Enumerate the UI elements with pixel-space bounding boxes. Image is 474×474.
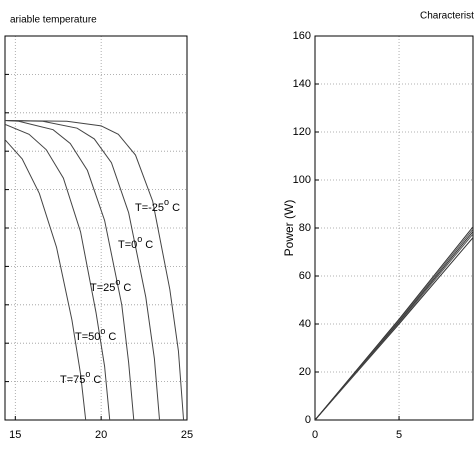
plot-area bbox=[5, 119, 185, 420]
series-line bbox=[5, 119, 161, 420]
annotation: T=25o C bbox=[90, 277, 131, 294]
annotation-text: T=75 bbox=[60, 374, 85, 386]
series-line bbox=[5, 119, 185, 420]
annotation-text: T=0 bbox=[118, 239, 137, 251]
y-tick-label: 20 bbox=[299, 366, 311, 378]
annotation-unit: C bbox=[93, 374, 101, 386]
annotation-degree: o bbox=[137, 234, 142, 244]
annotation: T=75o C bbox=[60, 369, 101, 386]
annotation-degree: o bbox=[100, 326, 105, 336]
x-tick-label: 25 bbox=[181, 429, 193, 441]
y-tick-label: 80 bbox=[299, 222, 311, 234]
annotation-text: T=-25 bbox=[135, 202, 164, 214]
annotation: T=0o C bbox=[118, 234, 153, 251]
chart-title: ariable temperature bbox=[10, 15, 97, 26]
plot-frame bbox=[314, 35, 474, 421]
plot-area bbox=[315, 226, 473, 420]
chart-title: Characteristi bbox=[420, 11, 474, 22]
x-tick-label: 5 bbox=[396, 429, 402, 441]
y-tick-label: 160 bbox=[293, 30, 311, 42]
annotation: T=50o C bbox=[75, 326, 116, 343]
x-tick-label: 20 bbox=[95, 429, 107, 441]
y-tick-label: 40 bbox=[299, 318, 311, 330]
annotation-unit: C bbox=[108, 331, 116, 343]
annotation-unit: C bbox=[172, 202, 180, 214]
y-tick-label: 100 bbox=[293, 174, 311, 186]
x-tick-label: 15 bbox=[9, 429, 21, 441]
plot-frame bbox=[4, 35, 188, 421]
y-tick-label: 0 bbox=[305, 414, 311, 426]
annotation-degree: o bbox=[164, 197, 169, 207]
series-line bbox=[5, 119, 135, 420]
x-tick-label: 0 bbox=[312, 429, 318, 441]
y-tick-label: 120 bbox=[293, 126, 311, 138]
y-axis-label: Power (W) bbox=[282, 200, 296, 257]
annotation-degree: o bbox=[115, 277, 120, 287]
series-line bbox=[315, 226, 473, 420]
annotation-text: T=25 bbox=[90, 282, 115, 294]
annotation-degree: o bbox=[85, 369, 90, 379]
annotation-unit: C bbox=[145, 239, 153, 251]
y-tick-label: 60 bbox=[299, 270, 311, 282]
y-tick-label: 140 bbox=[293, 78, 311, 90]
series-line bbox=[5, 139, 87, 420]
annotation-unit: C bbox=[123, 282, 131, 294]
series-line bbox=[5, 123, 111, 420]
annotation-text: T=50 bbox=[75, 331, 100, 343]
annotation: T=-25o C bbox=[135, 197, 180, 214]
